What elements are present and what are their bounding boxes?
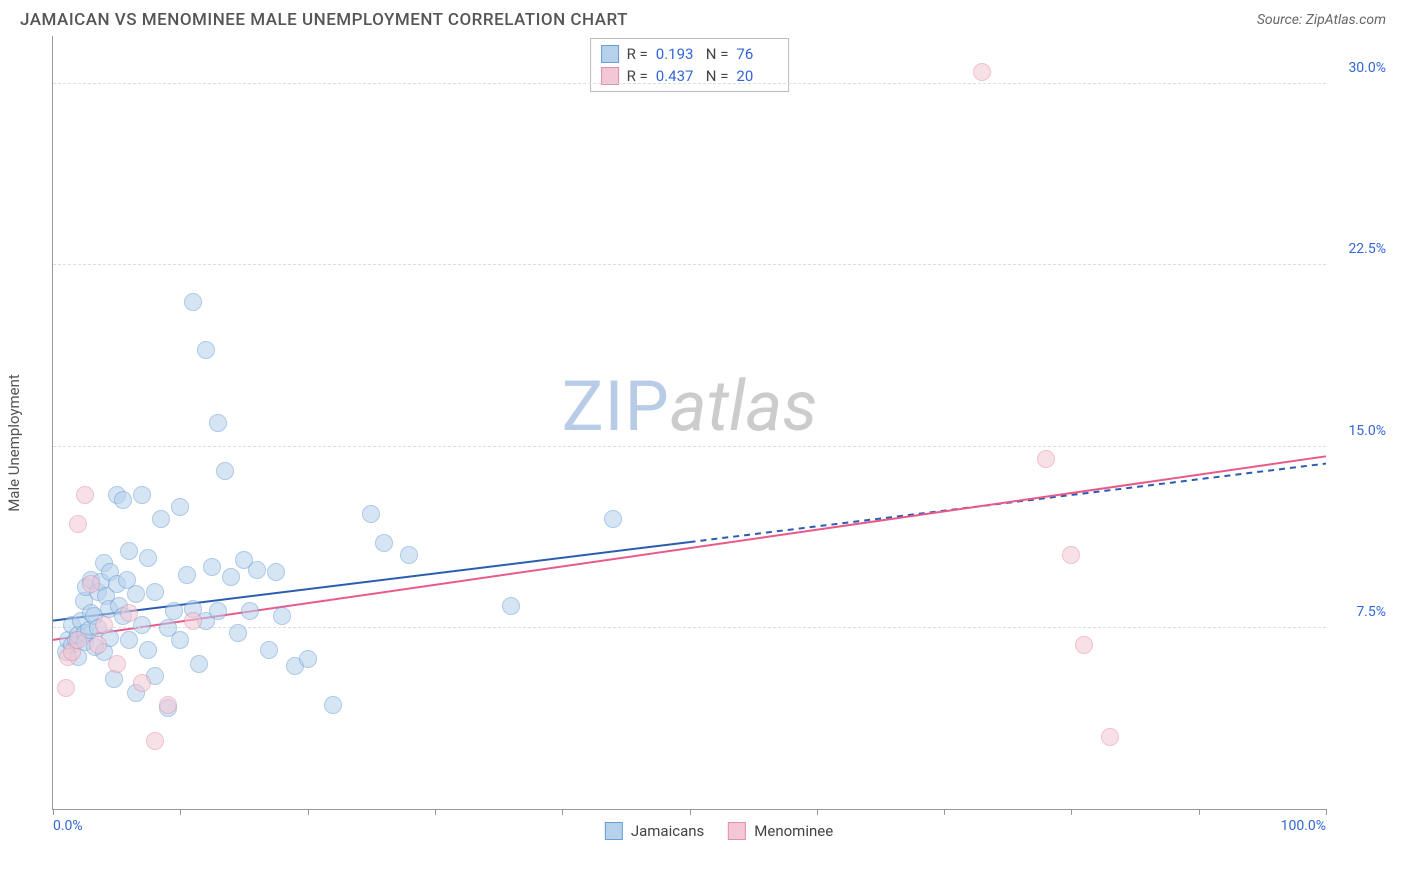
scatter-point xyxy=(502,597,520,615)
scatter-point xyxy=(120,631,138,649)
scatter-point xyxy=(222,568,240,586)
scatter-point xyxy=(178,566,196,584)
scatter-point xyxy=(260,641,278,659)
legend-swatch xyxy=(601,45,619,63)
scatter-point xyxy=(114,491,132,509)
scatter-point xyxy=(973,63,991,81)
scatter-point xyxy=(171,631,189,649)
legend-swatch xyxy=(605,822,623,840)
stat-r-value: 0.193 xyxy=(656,45,698,63)
scatter-point xyxy=(69,515,87,533)
x-tick-label-max: 100.0% xyxy=(1281,818,1326,834)
scatter-point xyxy=(171,498,189,516)
scatter-point xyxy=(76,486,94,504)
scatter-point xyxy=(1075,636,1093,654)
stat-n-value: 20 xyxy=(736,67,778,85)
x-tick xyxy=(690,809,691,815)
scatter-point xyxy=(203,558,221,576)
scatter-point xyxy=(604,510,622,528)
legend-swatch xyxy=(728,822,746,840)
x-tick xyxy=(435,809,436,815)
plot-area: ZIPatlas R =0.193N =76R =0.437N =20 7.5%… xyxy=(52,36,1326,810)
scatter-point xyxy=(184,293,202,311)
x-tick xyxy=(1326,809,1327,815)
scatter-point xyxy=(146,732,164,750)
scatter-point xyxy=(139,641,157,659)
scatter-point xyxy=(184,612,202,630)
scatter-point xyxy=(248,561,266,579)
gridline xyxy=(53,446,1326,447)
x-tick-label-min: 0.0% xyxy=(53,818,83,834)
scatter-point xyxy=(95,616,113,634)
x-tick xyxy=(53,809,54,815)
scatter-point xyxy=(324,696,342,714)
scatter-point xyxy=(82,575,100,593)
scatter-point xyxy=(241,602,259,620)
bottom-legend: Jamaicans Menominee xyxy=(605,822,833,840)
scatter-point xyxy=(1101,728,1119,746)
scatter-point xyxy=(89,636,107,654)
scatter-point xyxy=(146,583,164,601)
y-tick-label: 7.5% xyxy=(1331,604,1386,620)
scatter-point xyxy=(69,631,87,649)
scatter-point xyxy=(108,655,126,673)
scatter-point xyxy=(120,542,138,560)
stat-n-label: N = xyxy=(706,67,729,85)
scatter-point xyxy=(127,585,145,603)
scatter-point xyxy=(299,650,317,668)
chart-title: JAMAICAN VS MENOMINEE MALE UNEMPLOYMENT … xyxy=(20,10,628,30)
x-tick xyxy=(944,809,945,815)
scatter-point xyxy=(139,549,157,567)
scatter-point xyxy=(159,696,177,714)
scatter-point xyxy=(267,563,285,581)
legend-swatch xyxy=(601,67,619,85)
scatter-point xyxy=(400,546,418,564)
y-tick-label: 15.0% xyxy=(1331,423,1386,439)
stat-legend-row: R = 0.193 N = 76 xyxy=(601,43,779,65)
stat-r-value: 0.437 xyxy=(656,67,698,85)
scatter-point xyxy=(133,674,151,692)
legend-label: Menominee xyxy=(754,822,833,840)
x-tick xyxy=(817,809,818,815)
scatter-point xyxy=(152,510,170,528)
scatter-point xyxy=(375,534,393,552)
scatter-point xyxy=(165,602,183,620)
scatter-point xyxy=(197,341,215,359)
source-label: Source: ZipAtlas.com xyxy=(1257,12,1386,28)
scatter-point xyxy=(229,624,247,642)
y-tick-label: 22.5% xyxy=(1331,241,1386,257)
scatter-point xyxy=(216,462,234,480)
gridline xyxy=(53,83,1326,84)
scatter-point xyxy=(57,679,75,697)
x-tick xyxy=(562,809,563,815)
scatter-point xyxy=(273,607,291,625)
scatter-point xyxy=(1037,450,1055,468)
y-tick-label: 30.0% xyxy=(1331,60,1386,76)
y-axis-label: Male Unemployment xyxy=(5,374,23,512)
scatter-point xyxy=(209,414,227,432)
gridline xyxy=(53,264,1326,265)
legend-label: Jamaicans xyxy=(631,822,704,840)
x-tick xyxy=(180,809,181,815)
scatter-point xyxy=(133,486,151,504)
scatter-point xyxy=(209,602,227,620)
scatter-point xyxy=(190,655,208,673)
x-tick xyxy=(1199,809,1200,815)
scatter-point xyxy=(1062,546,1080,564)
stat-n-label: N = xyxy=(706,45,729,63)
bottom-legend-item: Menominee xyxy=(728,822,833,840)
stat-r-label: R = xyxy=(627,67,648,85)
scatter-point xyxy=(120,604,138,622)
scatter-point xyxy=(362,505,380,523)
trend-lines-layer xyxy=(53,36,1326,809)
x-tick xyxy=(308,809,309,815)
stat-r-label: R = xyxy=(627,45,648,63)
x-tick xyxy=(1071,809,1072,815)
chart-container: Male Unemployment ZIPatlas R =0.193N =76… xyxy=(52,36,1386,850)
bottom-legend-item: Jamaicans xyxy=(605,822,704,840)
stat-n-value: 76 xyxy=(736,45,778,63)
